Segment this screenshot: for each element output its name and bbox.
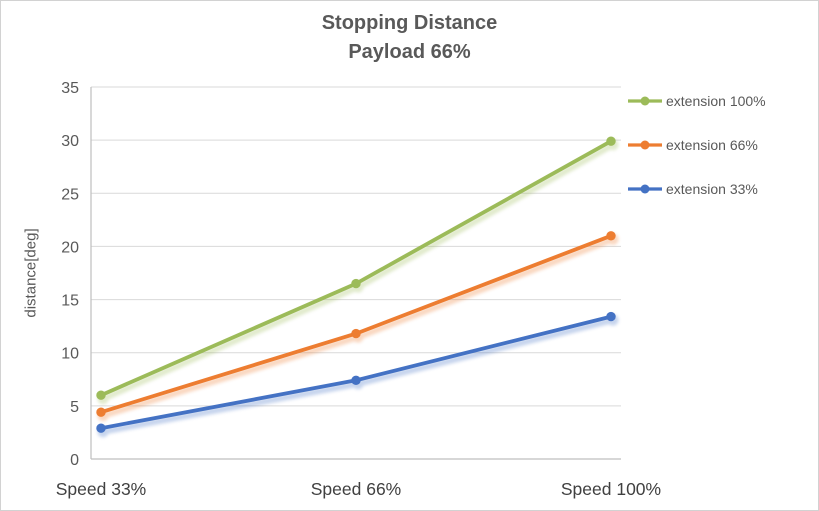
axes (90, 87, 621, 460)
marker-extension-33-2 (606, 311, 616, 322)
y-tick-labels: 0 5 10 15 20 25 30 35 (61, 80, 79, 469)
gridlines (91, 86, 621, 460)
x-category-label: Speed 100% (561, 479, 661, 499)
legend-item-extension-100: extension 100% (627, 93, 766, 109)
x-category-label: Speed 33% (56, 479, 147, 499)
marker-extension-66-1 (351, 328, 361, 339)
legend: extension 100% extension 66% extension 33% (627, 93, 766, 197)
y-tick-label: 0 (70, 452, 79, 469)
chart-title-line2: Payload 66% (348, 41, 471, 63)
marker-extension-66-0 (96, 407, 106, 417)
series-extension-33 (96, 311, 619, 438)
x-category-label: Speed 66% (311, 479, 402, 499)
marker-extension-33-0 (96, 423, 106, 433)
legend-label: extension 66% (666, 137, 758, 153)
y-tick-label: 25 (61, 186, 79, 203)
series-extension-100 (96, 136, 619, 405)
legend-marker-icon (628, 184, 662, 194)
chart-title-line1: Stopping Distance (321, 12, 498, 34)
y-tick-label: 5 (70, 399, 79, 416)
y-tick-label: 10 (61, 346, 79, 363)
y-tick-label: 15 (61, 293, 79, 310)
marker-extension-100-2 (606, 136, 616, 146)
marker-extension-100-0 (96, 390, 106, 400)
y-tick-label: 30 (61, 133, 79, 150)
legend-marker-icon (628, 140, 662, 150)
series-extension-66 (96, 231, 619, 422)
y-tick-label: 35 (61, 80, 79, 97)
chart-title: Stopping Distance Payload 66% (1, 9, 818, 67)
series (96, 136, 619, 438)
marker-extension-33-1 (351, 375, 361, 385)
marker-extension-66-2 (606, 231, 616, 241)
legend-marker-icon (628, 96, 662, 106)
x-tick-labels: Speed 33% Speed 66% Speed 100% (56, 479, 661, 499)
marker-extension-100-1 (351, 278, 361, 289)
legend-label: extension 100% (666, 93, 766, 109)
legend-item-extension-33: extension 33% (627, 181, 766, 197)
legend-item-extension-66: extension 66% (627, 137, 766, 153)
legend-label: extension 33% (666, 181, 758, 197)
y-tick-label: 20 (61, 239, 79, 256)
